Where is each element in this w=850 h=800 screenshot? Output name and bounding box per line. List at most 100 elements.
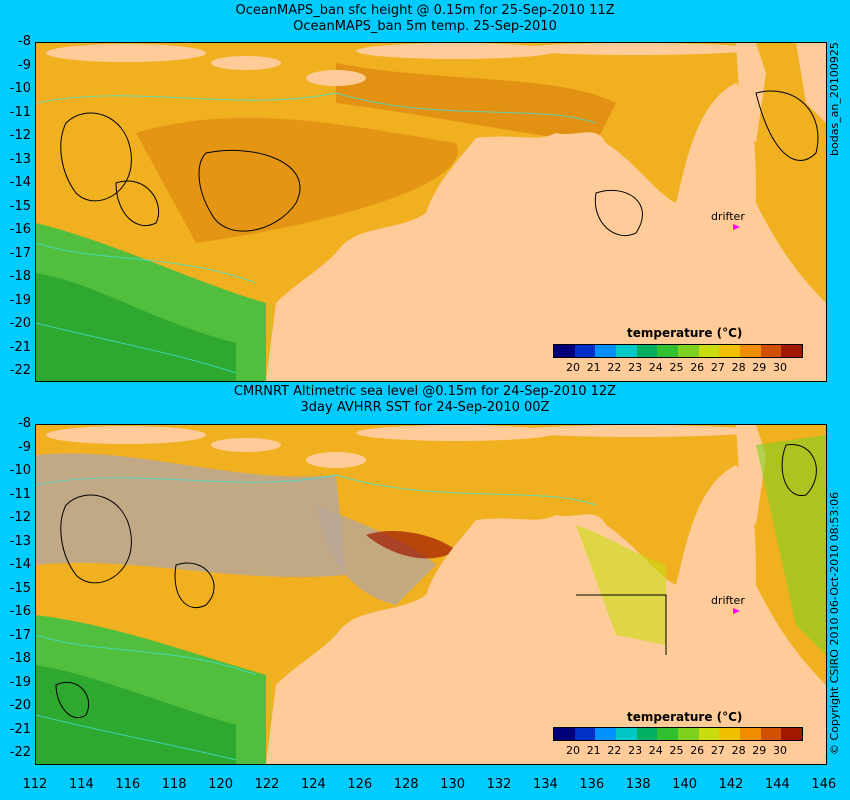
lon-label: 144 bbox=[764, 777, 790, 792]
top-lat-label: -22 bbox=[9, 363, 31, 378]
bottom-colorbar-tick: 25 bbox=[669, 744, 684, 757]
top-colorbar-swatch bbox=[678, 345, 699, 357]
top-colorbar-tick: 25 bbox=[669, 361, 684, 374]
lon-label: 118 bbox=[161, 777, 187, 792]
bottom-colorbar-tick: 28 bbox=[731, 744, 746, 757]
bottom-title-line1: CMRNRT Altimetric sea level @0.15m for 2… bbox=[233, 384, 617, 399]
bottom-colorbar-swatch bbox=[719, 728, 741, 740]
top-title-line2: OceanMAPS_ban 5m temp. 25-Sep-2010 bbox=[293, 19, 557, 34]
lon-label: 146 bbox=[811, 777, 837, 792]
bottom-colorbar-swatch bbox=[636, 728, 658, 740]
bottom-lat-label: -9 bbox=[18, 439, 31, 455]
top-colorbar-tick: 29 bbox=[752, 361, 767, 374]
top-colorbar-tick: 22 bbox=[607, 361, 622, 374]
top-lat-label: -8 bbox=[18, 34, 31, 49]
bottom-colorbar-swatch bbox=[781, 728, 803, 740]
bottom-colorbar-swatch bbox=[678, 728, 699, 740]
bottom-colorbar-swatch bbox=[616, 728, 637, 740]
top-colorbar-swatch bbox=[740, 345, 761, 357]
top-map-canvas bbox=[36, 43, 826, 381]
top-map-panel bbox=[35, 42, 827, 382]
top-lat-label: -15 bbox=[9, 198, 31, 214]
lon-label: 136 bbox=[579, 777, 605, 792]
top-lat-label: -13 bbox=[9, 151, 31, 167]
lon-label: 130 bbox=[440, 777, 465, 792]
lon-label: 138 bbox=[625, 777, 651, 792]
bottom-lat-label: -17 bbox=[9, 627, 31, 643]
top-colorbar-tick: 21 bbox=[586, 361, 601, 374]
bottom-colorbar-swatch bbox=[760, 728, 782, 740]
bottom-colorbar-tick: 30 bbox=[773, 744, 787, 757]
lon-label: 114 bbox=[68, 777, 94, 792]
top-title-line1: OceanMAPS_ban sfc height @ 0.15m for 25-… bbox=[235, 3, 615, 18]
lon-label: 140 bbox=[672, 777, 697, 792]
lon-label: 116 bbox=[115, 777, 141, 792]
top-colorbar-tick: 24 bbox=[648, 361, 663, 374]
lon-label: 126 bbox=[347, 777, 373, 792]
top-drifter-label: drifter bbox=[711, 210, 745, 223]
lon-label: 124 bbox=[300, 777, 326, 792]
top-colorbar-tick: 26 bbox=[690, 361, 705, 374]
bottom-colorbar-tick: 26 bbox=[690, 744, 705, 757]
top-colorbar-swatch bbox=[554, 345, 575, 357]
bottom-lat-label: -10 bbox=[9, 463, 31, 478]
bottom-map-panel bbox=[35, 424, 827, 765]
bottom-drifter-marker bbox=[733, 608, 740, 614]
top-colorbar-swatch bbox=[616, 345, 637, 357]
bottom-lat-label: -19 bbox=[9, 674, 31, 690]
bottom-side-label: © Copyright CSIRO 2010 06-Oct-2010 08:53… bbox=[828, 491, 841, 755]
top-lat-label: -14 bbox=[9, 175, 31, 190]
bottom-colorbar-tick: 21 bbox=[586, 744, 601, 757]
bottom-map-canvas bbox=[36, 425, 826, 764]
bottom-colorbar-swatch bbox=[574, 728, 596, 740]
lon-label: 112 bbox=[22, 777, 48, 792]
top-lat-label: -19 bbox=[9, 292, 31, 308]
top-colorbar-swatch bbox=[698, 345, 720, 357]
top-colorbar-swatch bbox=[595, 345, 617, 357]
bottom-lat-label: -12 bbox=[9, 510, 31, 525]
bottom-colorbar-swatch bbox=[740, 728, 761, 740]
top-colorbar-swatch bbox=[574, 345, 596, 357]
bottom-lat-label: -15 bbox=[9, 580, 31, 596]
top-lat-label: -20 bbox=[9, 316, 31, 331]
top-side-label: bodas_an_20100925 bbox=[828, 42, 841, 156]
bottom-colorbar-tick: 20 bbox=[566, 744, 580, 757]
top-colorbar-swatch bbox=[781, 345, 803, 357]
bottom-colorbar-tick: 22 bbox=[607, 744, 622, 757]
bottom-colorbar-tick: 29 bbox=[752, 744, 767, 757]
bottom-drifter-label: drifter bbox=[711, 594, 745, 607]
bottom-lat-label: -18 bbox=[9, 651, 31, 666]
bottom-lat-label: -21 bbox=[9, 721, 31, 737]
top-colorbar-swatch bbox=[760, 345, 782, 357]
australia-land bbox=[266, 83, 826, 381]
top-colorbar-swatch bbox=[719, 345, 741, 357]
top-colorbar-tick: 28 bbox=[731, 361, 746, 374]
top-lat-label: -17 bbox=[9, 245, 31, 261]
bottom-lat-label: -20 bbox=[9, 698, 31, 713]
top-drifter-marker bbox=[733, 224, 740, 230]
bottom-colorbar-swatch bbox=[554, 728, 575, 740]
bottom-lat-label: -13 bbox=[9, 533, 31, 549]
top-lat-label: -9 bbox=[18, 57, 31, 73]
bottom-title-line2: 3day AVHRR SST for 24-Sep-2010 00Z bbox=[300, 400, 550, 415]
bottom-lat-label: -16 bbox=[9, 604, 31, 619]
top-colorbar-swatch bbox=[636, 345, 658, 357]
lon-label: 128 bbox=[393, 777, 419, 792]
top-lat-label: -18 bbox=[9, 269, 31, 284]
australia-land-bottom bbox=[266, 465, 826, 764]
top-lat-label: -12 bbox=[9, 128, 31, 143]
bottom-lat-label: -14 bbox=[9, 557, 31, 572]
top-colorbar-tick: 30 bbox=[773, 361, 787, 374]
lon-label: 120 bbox=[208, 777, 233, 792]
bottom-lat-label: -8 bbox=[18, 416, 31, 431]
top-lat-label: -11 bbox=[9, 104, 31, 120]
bottom-colorbar bbox=[553, 727, 803, 741]
bottom-lat-label: -11 bbox=[9, 486, 31, 502]
top-colorbar-title: temperature (°C) bbox=[627, 326, 743, 340]
bottom-colorbar-tick: 27 bbox=[710, 744, 725, 757]
top-lat-label: -21 bbox=[9, 339, 31, 355]
top-colorbar-swatch bbox=[657, 345, 679, 357]
top-colorbar-tick: 27 bbox=[710, 361, 725, 374]
top-lat-label: -10 bbox=[9, 81, 31, 96]
bottom-colorbar-swatch bbox=[595, 728, 617, 740]
